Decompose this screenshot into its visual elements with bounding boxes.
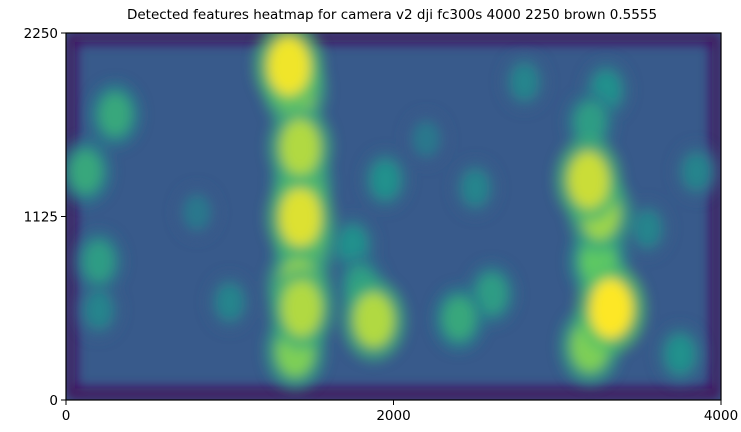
x-tick-label: 0: [62, 408, 71, 424]
heatmap-hotspot: [633, 210, 662, 248]
chart-title: Detected features heatmap for camera v2 …: [127, 7, 657, 23]
heatmap-hotspot: [665, 334, 695, 374]
heatmap-hotspot: [279, 188, 322, 246]
heatmap-hotspot: [461, 169, 490, 207]
heatmap-hotspot: [215, 283, 244, 321]
heatmap-edge: [711, 33, 721, 400]
plot-area: [59, 21, 721, 400]
y-tick-label: 2250: [24, 26, 58, 42]
heatmap-hotspot: [84, 291, 113, 329]
heatmap-hotspot: [682, 153, 711, 191]
heatmap-hotspot: [281, 281, 322, 336]
heatmap-edge: [66, 388, 721, 400]
heatmap-hotspot: [510, 63, 539, 101]
heatmap-hotspot: [413, 121, 440, 157]
x-tick-label: 2000: [376, 408, 410, 424]
heatmap-hotspot: [267, 36, 310, 95]
heatmap-hotspot: [69, 150, 102, 194]
heatmap-edge: [66, 33, 76, 400]
heatmap-hotspot: [354, 292, 395, 347]
heatmap-hotspot: [443, 296, 476, 340]
heatmap-hotspot: [183, 194, 210, 230]
x-tick-label: 4000: [704, 408, 738, 424]
heatmap-cells: [59, 21, 721, 400]
heatmap-hotspot: [567, 151, 609, 208]
heatmap-hotspot: [83, 240, 114, 282]
heatmap-edge: [66, 33, 721, 43]
heatmap-hotspot: [99, 93, 132, 137]
y-tick-label: 1125: [24, 210, 58, 226]
y-tick-label: 0: [49, 393, 58, 409]
heatmap-hotspot: [589, 279, 633, 339]
heatmap-hotspot: [370, 160, 400, 200]
heatmap-hotspot: [280, 120, 321, 175]
